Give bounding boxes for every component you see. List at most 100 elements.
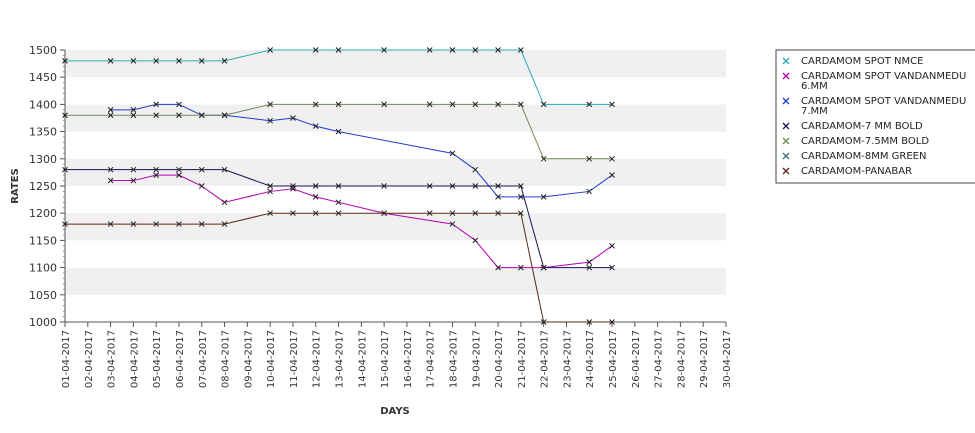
data-point-marker (221, 221, 228, 227)
data-point-marker (609, 264, 615, 271)
grid-band (65, 77, 726, 105)
data-point-marker (609, 242, 615, 249)
data-point-marker (312, 194, 319, 200)
data-point-marker (176, 58, 182, 64)
legend-label: CARDAMOM-7 MM BOLD (801, 121, 923, 132)
data-point-marker (176, 166, 182, 173)
data-point-marker (290, 210, 296, 217)
x-tick-label: 18-04-2017 (448, 330, 459, 388)
grid-band (65, 186, 726, 214)
data-point-marker (130, 58, 137, 64)
data-point-marker (586, 101, 593, 108)
data-point-marker (609, 319, 615, 325)
data-point-marker (267, 183, 273, 189)
data-point-marker (472, 47, 479, 53)
y-tick-label: 1200 (29, 207, 57, 220)
data-point-marker (107, 221, 114, 227)
legend-label: CARDAMOM-8MM GREEN (801, 151, 926, 162)
series-group (107, 101, 615, 200)
data-point-marker (449, 101, 456, 108)
data-point-marker (312, 101, 319, 108)
data-point-marker (176, 112, 182, 119)
legend-label: CARDAMOM-PANABAR (801, 166, 912, 177)
series-group (62, 101, 615, 162)
data-point-marker (312, 210, 319, 217)
data-point-marker (426, 183, 433, 189)
data-point-marker (221, 166, 228, 173)
grid-band (65, 131, 726, 159)
x-tick-label: 07-04-2017 (198, 330, 209, 388)
x-tick-label: 03-04-2017 (107, 330, 118, 388)
x-tick-label: 27-04-2017 (654, 330, 665, 388)
data-point-marker (153, 166, 160, 173)
data-point-marker (518, 264, 524, 271)
x-tick-label: 14-04-2017 (357, 330, 368, 388)
data-point-marker (198, 166, 205, 173)
data-point-marker (426, 101, 433, 108)
data-point-marker (518, 210, 524, 217)
data-point-marker (335, 183, 342, 189)
data-point-marker (586, 155, 593, 162)
data-point-marker (267, 188, 273, 195)
data-point-marker (130, 166, 137, 173)
data-point-marker (586, 188, 593, 195)
legend-label: 6.MM (801, 81, 828, 92)
data-point-marker (153, 101, 160, 108)
data-point-marker (586, 264, 593, 271)
data-point-marker (153, 221, 160, 227)
grid-band (65, 213, 726, 241)
data-point-marker (586, 319, 593, 325)
data-point-marker (335, 101, 342, 108)
data-point-marker (381, 101, 387, 108)
grid-band (65, 294, 726, 322)
x-tick-label: 10-04-2017 (266, 330, 277, 388)
x-tick-label: 21-04-2017 (517, 330, 528, 388)
x-tick-label: 20-04-2017 (494, 330, 505, 388)
data-point-marker (609, 101, 615, 108)
data-point-marker (472, 237, 479, 244)
x-tick-label: 06-04-2017 (175, 330, 186, 388)
data-point-marker (267, 210, 273, 217)
data-point-marker (221, 199, 228, 206)
y-tick-label: 1150 (29, 234, 57, 247)
x-tick-label: 08-04-2017 (221, 330, 232, 388)
data-point-marker (176, 221, 182, 227)
x-tick-label: 11-04-2017 (289, 330, 300, 388)
grid-band (65, 240, 726, 268)
x-tick-label: 30-04-2017 (722, 330, 733, 388)
data-point-marker (290, 183, 296, 189)
y-tick-label: 1400 (29, 98, 57, 111)
data-point-marker (586, 259, 593, 266)
x-tick-label: 04-04-2017 (129, 330, 140, 388)
legend-label: 7.MM (801, 106, 828, 117)
data-point-marker (472, 166, 479, 173)
data-point-marker (449, 210, 456, 217)
data-point-marker (495, 194, 501, 200)
x-tick-label: 28-04-2017 (676, 330, 687, 388)
x-tick-label: 29-04-2017 (699, 330, 710, 388)
axes: 1000 1050 1100 1150 1200 1250 1300 1350 1400 1450… (29, 44, 733, 388)
y-tick-label: 1350 (29, 126, 57, 139)
data-point-marker (495, 264, 501, 271)
x-tick-label: 16-04-2017 (403, 330, 414, 388)
legend-marker (782, 72, 790, 80)
x-tick-label: 22-04-2017 (540, 330, 551, 388)
data-point-marker (472, 101, 479, 108)
legend-label: CARDAMOM SPOT VANDANMEDU (801, 96, 966, 107)
data-point-marker (449, 47, 456, 53)
data-point-marker (107, 106, 114, 113)
grid-band (65, 267, 726, 295)
data-point-marker (198, 221, 205, 227)
grid-bands (65, 50, 726, 322)
x-tick-label: 17-04-2017 (426, 330, 437, 388)
data-point-marker (449, 183, 456, 189)
data-point-marker (495, 183, 501, 189)
legend-label: CARDAMOM SPOT NMCE (801, 56, 923, 67)
grid-band (65, 158, 726, 186)
data-point-marker (221, 58, 228, 64)
x-tick-label: 13-04-2017 (335, 330, 346, 388)
legend-label: CARDAMOM SPOT VANDANMEDU (801, 71, 966, 82)
x-axis-label: DAYS (380, 406, 410, 417)
data-point-marker (335, 47, 342, 53)
